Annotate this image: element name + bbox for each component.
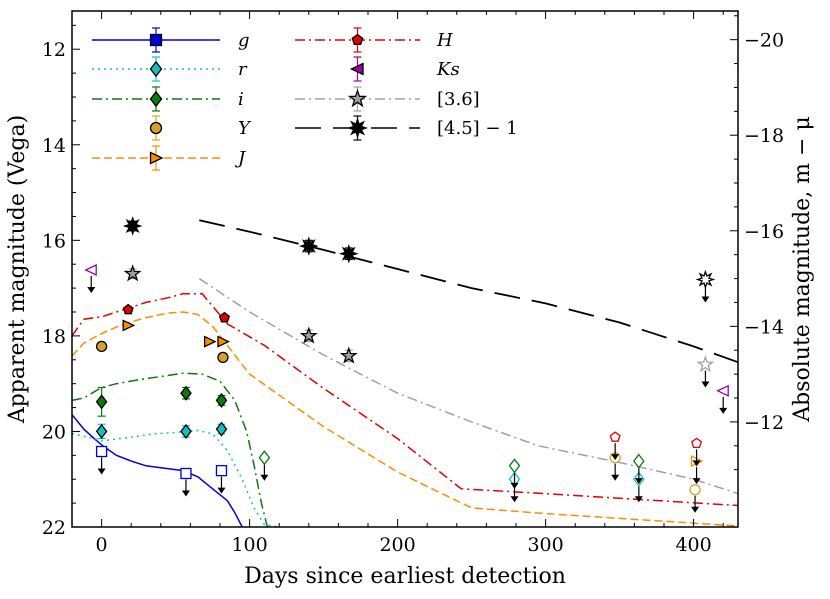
upper-limit-marker: [84, 263, 97, 277]
legend-marker: [149, 60, 163, 78]
upper-limit-arrowhead: [701, 296, 710, 303]
upper-limit-arrowhead: [634, 496, 643, 503]
y-right-tick-label: −16: [744, 221, 784, 243]
data-point: [123, 264, 142, 282]
model-curve: [198, 277, 738, 495]
x-tick-label: 200: [379, 534, 415, 556]
data-point: [339, 346, 358, 364]
upper-limit-arrowhead: [510, 496, 519, 503]
upper-limit-marker: [695, 269, 716, 290]
legend-label: Y: [238, 118, 252, 139]
data-point: [299, 326, 318, 344]
upper-limit-arrowhead: [260, 474, 269, 481]
upper-limit-arrowhead: [692, 460, 701, 467]
x-tick-label: 300: [527, 534, 563, 556]
y-right-tick-label: −12: [744, 412, 784, 434]
y-right-tick-label: −14: [744, 316, 784, 338]
model-curves: [72, 219, 738, 527]
y-right-tick-label: −20: [744, 30, 784, 52]
legend-label: r: [238, 59, 248, 80]
data-point: [122, 303, 134, 315]
x-axis-label: Days since earliest detection: [244, 564, 566, 589]
model-curve: [72, 429, 280, 527]
data-point: [215, 421, 228, 437]
x-tick-label: 0: [96, 534, 108, 556]
y-axis-label-left: Apparent magnitude (Vega): [5, 115, 30, 424]
data-points: [84, 216, 729, 513]
upper-limit-arrowhead: [97, 468, 106, 475]
y-axis-label-right: Absolute magnitude, m − μ: [790, 116, 815, 423]
data-point: [95, 340, 108, 353]
upper-limit-arrowhead: [181, 490, 190, 497]
y-tick-label: 16: [42, 230, 66, 252]
legend-label: i: [238, 89, 244, 110]
upper-limit-marker: [691, 437, 703, 449]
upper-limit-marker: [689, 484, 701, 496]
legend-marker: [349, 62, 364, 76]
plot-frame: [71, 10, 739, 528]
upper-limit-marker: [95, 445, 108, 458]
y-tick-label: 20: [42, 421, 66, 443]
axis-ticks: 0 100 200 300 400 12 14 16 18 20 22 −20 −18 −16 −14 −12: [42, 11, 784, 556]
data-point: [122, 319, 136, 332]
data-point: [95, 394, 108, 410]
model-curve: [199, 219, 738, 364]
legend-marker: [149, 33, 163, 47]
upper-limit-arrowhead: [611, 454, 620, 461]
legend-label: Ks: [436, 59, 460, 80]
upper-limit-marker: [258, 450, 271, 466]
upper-limit-arrowhead: [691, 506, 700, 513]
y-tick-label: 12: [42, 39, 66, 61]
upper-limit-arrowhead: [87, 286, 96, 293]
upper-limit-arrowhead: [217, 487, 226, 494]
y-tick-label: 14: [42, 135, 66, 157]
upper-limit-marker: [632, 453, 645, 469]
upper-limit-marker: [215, 464, 228, 477]
upper-limit-marker: [716, 384, 729, 397]
legend-label: g: [238, 30, 250, 51]
data-point: [218, 311, 230, 323]
upper-limit-arrowhead: [510, 482, 519, 489]
legend-marker: [347, 88, 368, 108]
data-point: [95, 423, 108, 439]
upper-limit-marker: [180, 467, 192, 480]
y-tick-label: 18: [42, 326, 66, 348]
model-curve: [72, 293, 738, 507]
upper-limit-marker: [696, 355, 715, 373]
data-point: [203, 335, 217, 348]
upper-limit-arrowhead: [692, 478, 701, 485]
legend-label: [3.6]: [437, 89, 480, 110]
legend-marker: [149, 121, 163, 135]
legend-label: [4.5] − 1: [437, 118, 518, 139]
x-tick-label: 100: [231, 534, 267, 556]
data-point: [338, 244, 359, 264]
x-tick-label: 400: [675, 534, 711, 556]
data-point: [217, 351, 229, 364]
legend-label: H: [436, 30, 453, 51]
upper-limit-marker: [508, 458, 521, 474]
legend-marker: [346, 117, 369, 139]
model-curve: [72, 311, 738, 527]
data-point: [180, 423, 192, 439]
legend-marker: [351, 33, 364, 46]
y-right-tick-label: −18: [744, 125, 784, 147]
upper-limit-arrowhead: [719, 407, 728, 414]
upper-limit-arrowhead: [634, 478, 643, 485]
model-curve: [72, 372, 269, 527]
upper-limit-marker: [609, 431, 621, 442]
legend-label: J: [234, 148, 247, 169]
upper-limit-arrowhead: [611, 474, 620, 481]
y-tick-label: 22: [42, 517, 66, 539]
data-point: [122, 216, 143, 236]
data-point: [180, 385, 192, 401]
data-point: [217, 335, 231, 348]
legend-marker: [149, 90, 163, 108]
data-point: [299, 236, 319, 256]
data-point: [215, 392, 228, 408]
upper-limit-arrowhead: [701, 381, 710, 388]
legend-marker: [149, 151, 164, 165]
